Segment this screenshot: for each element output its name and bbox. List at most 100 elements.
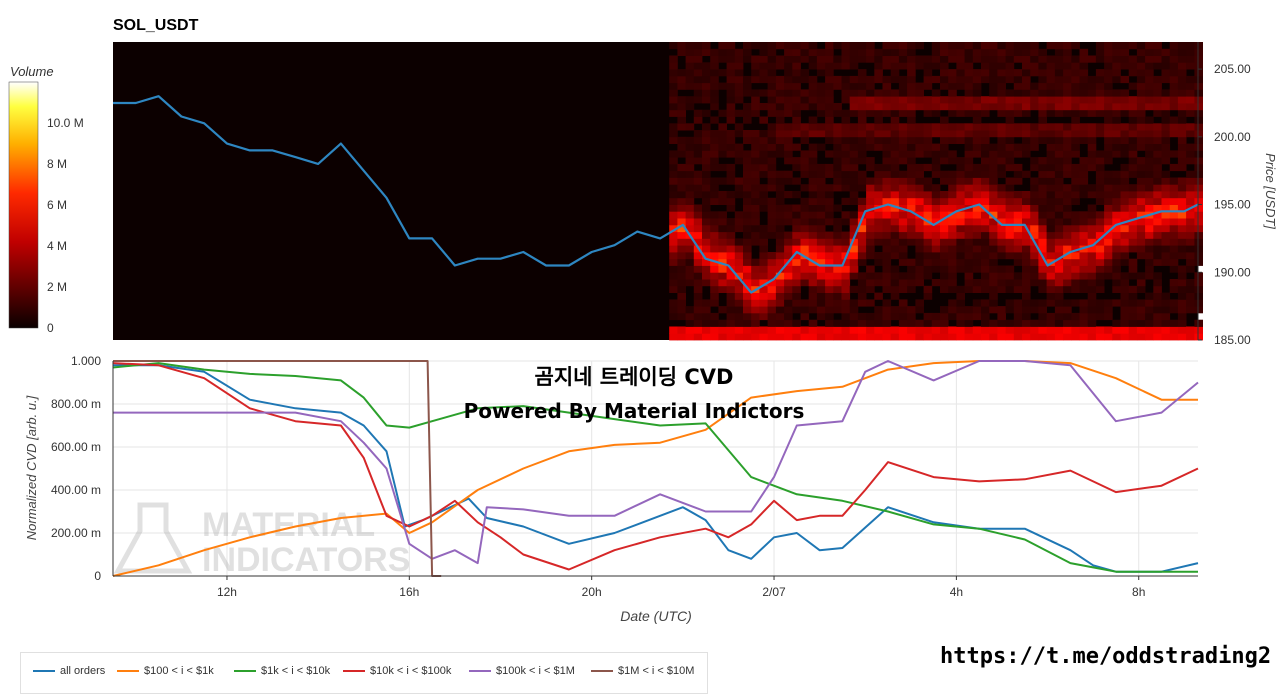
heatmap-cell bbox=[751, 306, 760, 314]
heatmap-cell bbox=[989, 245, 998, 253]
heatmap-cell bbox=[931, 238, 941, 246]
heatmap-cell bbox=[1112, 245, 1121, 253]
heatmap-cell bbox=[948, 245, 957, 253]
heatmap-cell bbox=[1177, 163, 1187, 172]
heatmap-cell bbox=[1030, 130, 1039, 138]
heatmap-cell bbox=[989, 218, 998, 226]
heatmap-cell bbox=[1038, 272, 1047, 280]
legend-item[interactable]: all orders bbox=[33, 665, 105, 677]
heatmap-cell bbox=[710, 163, 719, 172]
heatmap-cell bbox=[685, 238, 695, 246]
heatmap-cell bbox=[1087, 191, 1097, 199]
heatmap-cell bbox=[1112, 258, 1121, 266]
heatmap-cell bbox=[833, 150, 842, 158]
heatmap-cell bbox=[1128, 103, 1138, 111]
heatmap-cell bbox=[882, 136, 892, 144]
heatmap-cell bbox=[1038, 312, 1047, 321]
heatmap-cell bbox=[1169, 103, 1179, 111]
heatmap-cell bbox=[989, 177, 998, 185]
heatmap-cell bbox=[784, 157, 793, 165]
overlay-title: 곰지네 트레이딩 CVD bbox=[534, 365, 734, 389]
heatmap-cell bbox=[1153, 42, 1162, 50]
heatmap-cell bbox=[972, 96, 982, 104]
heatmap-cell bbox=[940, 136, 949, 144]
heatmap-cell bbox=[800, 265, 810, 273]
heatmap-cell bbox=[800, 224, 810, 233]
heatmap-cell bbox=[898, 96, 908, 104]
heatmap-cell bbox=[898, 312, 908, 321]
heatmap-cell bbox=[948, 109, 957, 117]
heatmap-cell bbox=[1112, 333, 1121, 341]
heatmap-cell bbox=[808, 96, 818, 104]
heatmap-cell bbox=[948, 150, 957, 158]
heatmap-cell bbox=[882, 218, 892, 226]
heatmap-cell bbox=[907, 224, 916, 233]
heatmap-cell bbox=[743, 258, 752, 266]
heatmap-cell bbox=[1128, 299, 1138, 307]
heatmap-cell bbox=[726, 333, 736, 341]
heatmap-cell bbox=[743, 279, 752, 287]
heatmap-cell bbox=[751, 89, 760, 97]
legend-item[interactable]: $100 < i < $1k bbox=[117, 665, 214, 677]
heatmap-cell bbox=[1087, 245, 1097, 253]
heatmap-cell bbox=[1145, 163, 1154, 172]
heatmap-cell bbox=[997, 252, 1006, 260]
heatmap-cell bbox=[718, 163, 727, 172]
heatmap-cell bbox=[1013, 191, 1023, 199]
heatmap-cell bbox=[702, 157, 711, 165]
heatmap-cell bbox=[948, 123, 957, 131]
heatmap-cell bbox=[1177, 48, 1187, 56]
heatmap-cell bbox=[1079, 96, 1089, 104]
heatmap-cell bbox=[1120, 319, 1130, 327]
heatmap-cell bbox=[1112, 224, 1121, 233]
heatmap-cell bbox=[972, 252, 982, 260]
heatmap-cell bbox=[1046, 96, 1056, 104]
legend-item[interactable]: $1k < i < $10k bbox=[234, 665, 330, 677]
heatmap-cell bbox=[849, 177, 859, 185]
heatmap-cell bbox=[1153, 312, 1162, 321]
heatmap-cell bbox=[751, 130, 760, 138]
telegram-link[interactable]: https://t.me/oddstrading2 bbox=[940, 644, 1272, 669]
heatmap-cell bbox=[1194, 123, 1203, 131]
heatmap-cell bbox=[751, 279, 760, 287]
heatmap-cell bbox=[898, 157, 908, 165]
heatmap-cell bbox=[1194, 191, 1203, 199]
heatmap-cell bbox=[956, 211, 965, 219]
heatmap-cell bbox=[1005, 211, 1015, 219]
heatmap-cell bbox=[1013, 103, 1023, 111]
legend-item[interactable]: $10k < i < $100k bbox=[343, 665, 451, 677]
heatmap-cell bbox=[1022, 299, 1031, 307]
heatmap-cell bbox=[759, 204, 768, 212]
heatmap-cell bbox=[726, 292, 736, 300]
heatmap-cell bbox=[677, 143, 686, 151]
heatmap-cell bbox=[849, 48, 859, 56]
heatmap-cell bbox=[898, 136, 908, 144]
heatmap-cell bbox=[1030, 245, 1039, 253]
heatmap-cell bbox=[1145, 258, 1154, 266]
heatmap-cell bbox=[1136, 312, 1146, 321]
heatmap-cell bbox=[1128, 62, 1138, 70]
heatmap-cell bbox=[956, 224, 965, 233]
heatmap-cell bbox=[1063, 136, 1072, 144]
legend-item[interactable]: $100k < i < $1M bbox=[469, 665, 575, 677]
heatmap-cell bbox=[948, 157, 957, 165]
heatmap-cell bbox=[1079, 75, 1089, 84]
heatmap-cell bbox=[1153, 252, 1162, 260]
heatmap-cell bbox=[767, 306, 777, 314]
heatmap-cell bbox=[1120, 163, 1130, 172]
legend-item[interactable]: $1M < i < $10M bbox=[591, 665, 694, 677]
heatmap-cell bbox=[1022, 265, 1031, 273]
heatmap-cell bbox=[1128, 163, 1138, 172]
heatmap-cell bbox=[718, 42, 727, 50]
heatmap-cell bbox=[1186, 333, 1195, 341]
heatmap-cell bbox=[677, 265, 686, 273]
heatmap-cell bbox=[792, 258, 801, 266]
heatmap-cell bbox=[1071, 211, 1080, 219]
heatmap-cell bbox=[907, 170, 916, 178]
heatmap-cell bbox=[1013, 55, 1023, 63]
heatmap-cell bbox=[1022, 279, 1031, 287]
heatmap-cell bbox=[677, 252, 686, 260]
heatmap-cell bbox=[702, 224, 711, 233]
heatmap-cell bbox=[710, 157, 719, 165]
heatmap-cell bbox=[1153, 184, 1162, 192]
